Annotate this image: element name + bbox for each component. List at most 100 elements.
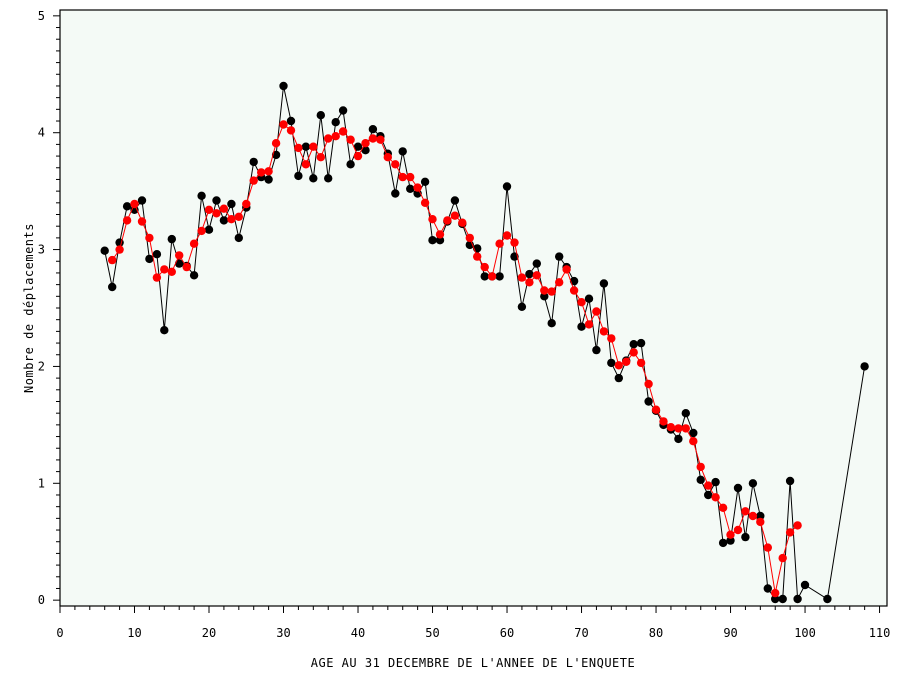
series-1-point <box>324 174 333 183</box>
series-2-point <box>636 358 646 368</box>
series-1-point <box>175 259 184 268</box>
series-1-point <box>100 246 109 255</box>
series-2-point <box>473 252 482 261</box>
series-1-point <box>756 511 765 521</box>
series-2-point <box>458 218 467 227</box>
series-1-point <box>502 182 512 191</box>
series-1-point <box>860 362 869 371</box>
series-2-point <box>450 211 460 220</box>
series-1-point <box>547 319 556 328</box>
y-tick-label: 0 <box>38 593 45 607</box>
x-tick-label: 0 <box>56 626 63 640</box>
series-2-point <box>420 198 430 207</box>
series-2-point <box>555 278 564 287</box>
series-1-point <box>711 477 720 487</box>
series-1-point <box>800 580 810 590</box>
series-1-point <box>726 536 735 545</box>
series-1-point <box>614 373 623 383</box>
series-1-point <box>152 250 162 259</box>
series-1-point <box>771 594 780 604</box>
series-2-point <box>517 273 527 282</box>
series-2-point <box>257 168 266 177</box>
series-1-point <box>748 479 758 488</box>
series-1-point <box>108 282 117 292</box>
series-2-point <box>122 216 132 225</box>
series-2-point <box>718 503 728 512</box>
series-1-point <box>227 199 236 209</box>
series-2-point <box>480 262 489 272</box>
series-2-point <box>391 160 400 169</box>
series-2-point <box>197 226 206 236</box>
series-2-point <box>115 245 124 254</box>
series-1-point <box>733 483 743 493</box>
series-1-point <box>145 254 154 264</box>
series-2-point <box>137 217 147 226</box>
series-2-point <box>502 231 512 240</box>
x-tick-label: 100 <box>794 626 816 640</box>
series-1-point <box>122 202 132 211</box>
series-2-point <box>696 462 705 472</box>
series-2-point <box>689 437 698 446</box>
x-tick-label: 110 <box>869 626 891 640</box>
series-2-point <box>189 239 199 248</box>
series-2-point <box>711 493 720 502</box>
series-1-point <box>338 106 348 115</box>
series-1-point <box>480 272 489 281</box>
series-2-point <box>659 417 668 426</box>
series-1-point <box>428 236 437 245</box>
series-2-point <box>301 160 311 169</box>
y-tick-label: 3 <box>38 243 45 257</box>
series-2-point <box>182 262 191 272</box>
series-2-point <box>592 307 601 316</box>
x-tick-label: 90 <box>723 626 737 640</box>
series-1-point <box>592 345 601 355</box>
series-2-point <box>368 134 378 143</box>
series-1-point <box>137 196 147 205</box>
series-2-point <box>383 153 392 162</box>
series-1-point <box>189 271 199 280</box>
series-2-point <box>316 153 325 162</box>
series-2-point <box>331 132 340 141</box>
series-1-point <box>785 476 795 486</box>
series-2-point <box>212 209 221 218</box>
series-1-point <box>644 397 653 406</box>
series-layer <box>100 81 869 604</box>
series-1-point <box>674 434 683 444</box>
series-1-point <box>398 147 407 156</box>
series-2-point <box>584 320 594 329</box>
series-2-point <box>629 348 638 357</box>
series-1-point <box>689 428 698 438</box>
series-1-point <box>279 81 288 91</box>
series-2-point <box>413 183 422 192</box>
series-1-point <box>629 340 638 349</box>
series-2-point <box>666 423 676 432</box>
series-2-point <box>361 139 370 148</box>
series-2-point <box>160 265 169 274</box>
series-2-point <box>294 143 303 153</box>
series-2-point <box>264 167 273 176</box>
x-tick-label: 20 <box>202 626 216 640</box>
series-2-point <box>167 267 176 276</box>
y-tick-label: 5 <box>38 9 45 23</box>
series-2-point <box>599 327 609 336</box>
series-2-point <box>704 481 713 490</box>
series-2-point <box>465 233 474 243</box>
x-tick-label: 40 <box>351 626 365 640</box>
series-1-point <box>636 338 646 348</box>
series-1-point <box>294 171 303 181</box>
series-2-point <box>108 255 117 265</box>
series-1-point <box>353 142 363 151</box>
series-2-point <box>785 528 795 537</box>
series-1-point <box>532 259 541 268</box>
series-2-point <box>495 239 504 248</box>
series-1-point <box>823 594 832 604</box>
series-2-point <box>614 361 623 370</box>
series-1-point <box>204 225 214 234</box>
series-2-point <box>748 511 758 521</box>
series-2-point <box>793 521 802 530</box>
series-1-point <box>286 116 296 126</box>
x-tick-label: 70 <box>574 626 588 640</box>
series-2-point <box>324 134 333 143</box>
series-2-point <box>242 199 251 209</box>
series-2-point <box>577 298 586 307</box>
